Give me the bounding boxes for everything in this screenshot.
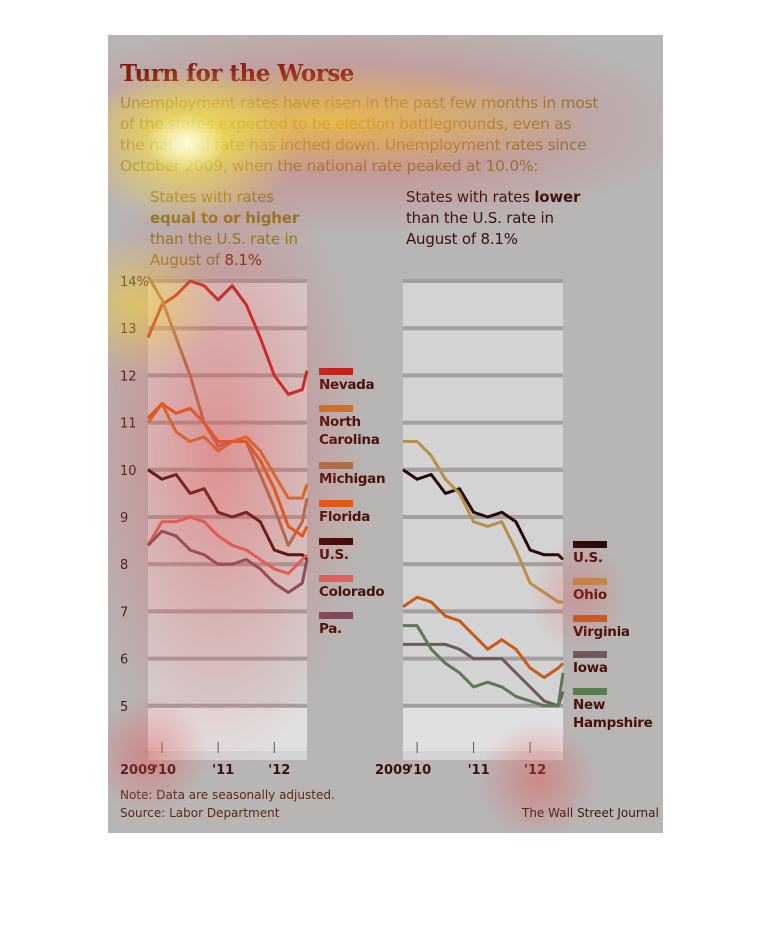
legend-label: Iowa (573, 660, 608, 676)
legend-label: Pa. (319, 621, 342, 637)
x-tick-label: 2009 (120, 763, 156, 778)
legend-swatch (573, 615, 607, 622)
legend-label: North Carolina (319, 414, 380, 448)
legend-label: U.S. (319, 547, 349, 563)
footnote: Note: Data are seasonally adjusted. (120, 788, 335, 802)
y-tick-label: 14% (120, 275, 149, 290)
x-tick-label: '10 (154, 763, 176, 778)
plot-band (403, 377, 563, 421)
plot-band (148, 377, 307, 421)
credit: The Wall Street Journal (522, 806, 659, 820)
source: Source: Labor Department (120, 806, 280, 820)
legend-label: Michigan (319, 471, 386, 487)
legend-swatch (573, 651, 607, 658)
legend-swatch (319, 462, 353, 469)
legend-label: U.S. (573, 550, 603, 566)
legend-swatch (573, 541, 607, 548)
legend-swatch (573, 688, 607, 695)
plot-band (403, 471, 563, 515)
legend-label: Virginia (573, 624, 630, 640)
legend-swatch (573, 578, 607, 585)
x-tick-label: 2009 (375, 763, 411, 778)
y-tick-label: 5 (120, 700, 128, 715)
plot-band (148, 330, 307, 374)
y-tick-label: 12 (120, 369, 137, 384)
legend-swatch (319, 538, 353, 545)
legend-swatch (319, 500, 353, 507)
y-tick-label: 8 (120, 558, 128, 573)
legend-swatch (319, 575, 353, 582)
legend-swatch (319, 368, 353, 375)
y-tick-label: 9 (120, 511, 128, 526)
x-tick-label: '10 (409, 763, 431, 778)
plot-band (403, 424, 563, 468)
legend-label: Colorado (319, 584, 385, 600)
plot-band (148, 660, 307, 704)
plot-band (403, 283, 563, 327)
y-tick-label: 7 (120, 605, 128, 620)
legend-label: Florida (319, 509, 371, 525)
legend-label: Ohio (573, 587, 607, 603)
y-tick-label: 13 (120, 322, 137, 337)
x-tick-label: '11 (212, 763, 234, 778)
legend-label: Nevada (319, 377, 375, 393)
legend-swatch (319, 612, 353, 619)
x-tick-label: '12 (268, 763, 290, 778)
plot-band (403, 330, 563, 374)
x-tick-label: '11 (468, 763, 490, 778)
plot-band (403, 613, 563, 657)
y-tick-label: 11 (120, 417, 137, 432)
x-tick-label: '12 (524, 763, 546, 778)
y-tick-label: 6 (120, 653, 128, 668)
legend-swatch (319, 405, 353, 412)
plot-band (403, 707, 563, 760)
plot-band (148, 613, 307, 657)
plot-band (148, 707, 307, 760)
legend-label: New Hampshire (573, 697, 653, 731)
y-tick-label: 10 (120, 464, 137, 479)
